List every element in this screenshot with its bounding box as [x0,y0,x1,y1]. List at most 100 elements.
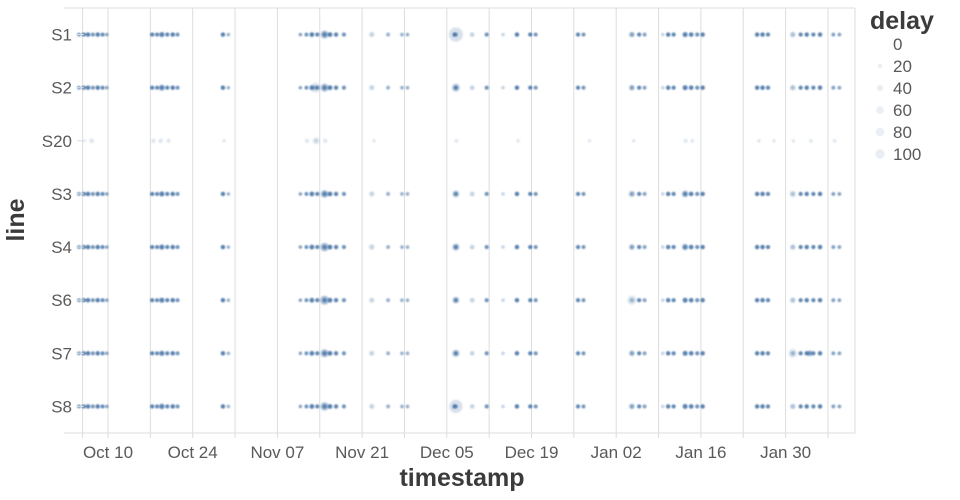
data-point-core [315,404,320,409]
data-point-core [453,191,459,197]
data-point-core [150,191,155,197]
data-point-core [304,32,309,37]
data-point-core [105,245,109,249]
data-point-core [666,404,671,409]
data-point-core [175,192,180,196]
data-point-core [581,404,586,409]
data-point-core [369,85,374,90]
data-point-core [159,85,165,90]
data-point-core [165,32,170,37]
gridlines [64,7,856,434]
data-point-core [151,138,156,143]
data-point-core [386,192,391,196]
data-point-core [100,32,105,37]
data-point-core [772,139,776,143]
data-point-core [533,32,538,37]
data-point-core [682,404,688,409]
data-point-core [453,85,459,90]
data-point-core [170,244,175,250]
data-point-core [315,85,320,90]
y-axis-label: S6 [51,291,72,310]
data-point-core [514,191,520,197]
data-point-core [581,192,586,196]
data-point-core [514,351,520,356]
data-point-core [484,32,489,37]
data-point-core [629,85,635,90]
data-point-core [158,138,163,144]
data-point-core [327,404,333,409]
data-point-core [514,297,520,303]
data-point-core [811,298,816,303]
data-point-core [100,245,105,249]
data-point-core [150,244,155,250]
data-point-core [150,85,155,90]
data-point-core [341,351,347,356]
data-point-core [637,351,642,356]
data-point-core [575,85,581,90]
data-point-core [341,32,347,37]
legend-title: delay [870,7,934,35]
data-point-core [533,404,538,409]
data-point-core [298,298,303,302]
data-point-core [95,244,100,250]
data-point-core [501,192,505,196]
data-point-core [817,351,823,356]
data-point-core [765,298,771,303]
data-point-core [155,85,159,90]
data-point-core [405,192,410,196]
data-point-core [798,351,803,356]
data-point-core [695,244,700,250]
data-point-core [341,191,347,197]
data-point-core [304,192,309,196]
data-point-core [765,85,771,90]
data-point-core [82,139,86,143]
data-point-core [660,192,665,196]
data-point-core [809,138,813,143]
data-point-core [811,85,816,90]
x-tick-label: Dec 19 [505,443,559,462]
data-point-core [90,245,95,249]
data-point-core [807,351,812,356]
data-point-core [175,32,180,37]
data-point-core [369,297,374,303]
data-point-core [165,244,170,250]
data-point-core [811,244,816,250]
x-tick-label: Jan 16 [675,443,726,462]
data-point-core [405,298,410,303]
data-point-core [811,351,816,356]
data-point-core [700,85,705,90]
data-point-core [469,244,475,250]
legend: 0 20 40 60 80 100 [875,35,921,164]
data-point-core [226,32,231,37]
data-point-core [587,139,592,143]
data-point-core [695,85,700,90]
x-tick-label: Jan 02 [591,443,642,462]
data-point-core [453,297,459,303]
data-point-core [798,85,803,90]
data-point-core [386,404,391,409]
data-point-core [528,298,533,303]
data-point-core [454,138,459,143]
data-point-core [501,32,505,37]
data-point-core [637,191,642,197]
data-point-core [682,297,688,303]
y-axis-label: S1 [51,26,72,45]
data-point-core [642,245,647,249]
y-axis-label: S7 [51,344,72,363]
data-point-core [469,85,475,90]
data-point-core [105,192,109,196]
data-point-core [837,298,842,303]
data-point-core [400,351,404,356]
data-point-core [166,138,171,143]
data-point-core [453,244,459,250]
data-point-core [754,298,760,303]
data-point-core [333,191,339,197]
data-point-core [298,404,303,409]
data-point-core [642,351,647,356]
data-point-core [688,191,694,197]
data-point-core [695,351,700,356]
data-point-core [341,85,347,90]
data-point-core [754,404,760,409]
data-point-core [501,85,505,90]
data-point-core [700,191,705,197]
